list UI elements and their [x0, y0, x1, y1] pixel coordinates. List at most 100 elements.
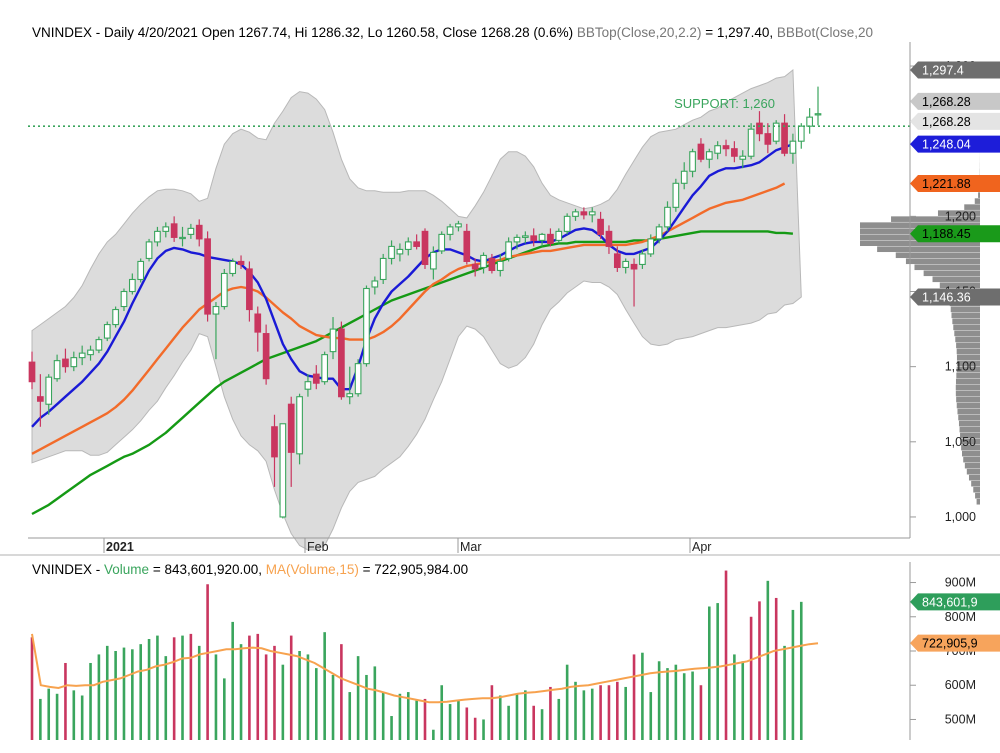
candle-body — [195, 224, 203, 240]
volume-bar — [607, 685, 611, 740]
candle-body — [538, 233, 546, 241]
candle-body — [128, 278, 136, 293]
candle-body — [521, 235, 529, 238]
candle-body — [254, 313, 262, 333]
candle — [622, 258, 630, 274]
candle-body — [580, 211, 588, 216]
candle-body — [697, 143, 705, 160]
candle — [613, 246, 621, 272]
candle — [430, 246, 437, 280]
candle-body — [814, 113, 822, 116]
candle — [103, 321, 111, 342]
candle — [697, 138, 705, 163]
candle — [480, 252, 487, 274]
profile-bar — [963, 456, 980, 463]
candle-body — [480, 254, 487, 269]
volume-bar — [223, 678, 226, 740]
candle — [87, 345, 94, 361]
candle-body — [271, 426, 278, 458]
candle — [212, 302, 220, 360]
candle-body — [246, 268, 253, 311]
candle — [363, 285, 370, 367]
candle-body — [680, 170, 688, 184]
volume-bar — [248, 635, 251, 740]
profile-bar — [971, 480, 980, 487]
candle — [179, 226, 186, 247]
candle-body — [547, 233, 554, 244]
profile-bar — [956, 396, 980, 403]
volume-bar — [557, 698, 561, 740]
volume-bar — [231, 621, 234, 740]
candle — [772, 120, 780, 145]
candle-body — [664, 206, 671, 228]
x-tick-label: Apr — [692, 540, 711, 554]
volume-bar — [281, 664, 285, 740]
volume-header-value: = 843,601,920.00, — [153, 562, 266, 577]
candle — [279, 423, 287, 519]
volume-header: VNINDEX - Volume = 843,601,920.00, MA(Vo… — [32, 562, 468, 577]
profile-bar — [956, 366, 980, 373]
candle — [580, 207, 588, 220]
profile-bar — [955, 390, 980, 397]
candle-body — [446, 226, 454, 235]
value-badge-text: 1,188.45 — [922, 227, 971, 241]
price-badges: 1,297.4 1,268.28 1,268.28 1,248.04 1,221.88 1… — [910, 61, 1000, 306]
candle — [446, 223, 454, 241]
volume-bar — [197, 645, 201, 740]
candle — [379, 253, 387, 284]
candlesticks — [28, 86, 822, 519]
candle-body — [430, 251, 437, 270]
candle-body — [563, 215, 571, 232]
value-badge-text: 1,268.28 — [922, 95, 971, 109]
candle — [229, 258, 237, 277]
candle-body — [438, 233, 446, 252]
volume-bar — [156, 635, 159, 740]
candle-body — [597, 218, 604, 235]
volume-bar — [624, 686, 627, 740]
candle — [346, 366, 354, 405]
value-badge: 1,188.45 — [910, 225, 1000, 243]
volume-bar — [632, 654, 636, 740]
candle-body — [471, 263, 479, 270]
volume-bar — [724, 570, 728, 740]
volume-bar — [733, 654, 736, 740]
volume-bar — [707, 606, 711, 740]
candle-body — [179, 236, 186, 240]
candle — [647, 234, 655, 257]
candle-body — [346, 393, 354, 398]
profile-bar — [960, 438, 980, 445]
volume-bar — [55, 693, 59, 740]
volume-bar — [122, 647, 126, 740]
candle — [555, 228, 563, 244]
candle-body — [413, 241, 420, 247]
candle — [731, 141, 738, 163]
volume-header-ma-label: MA(Volume,15) — [266, 562, 359, 577]
profile-bar — [905, 258, 980, 265]
value-badge-shape — [910, 112, 1000, 130]
candle-body — [555, 230, 563, 241]
volume-bar — [381, 692, 385, 740]
volume-header-label: Volume — [104, 562, 149, 577]
candle — [187, 223, 195, 239]
volume-bar — [105, 645, 109, 740]
volume-bar — [256, 633, 260, 740]
candle-body — [705, 151, 713, 160]
value-badge-text: 1,221.88 — [922, 177, 971, 191]
profile-bar — [956, 372, 980, 379]
candle — [262, 324, 270, 385]
candle-body — [421, 230, 429, 265]
profile-bar — [968, 474, 980, 481]
volume-bar — [131, 649, 134, 740]
volume-tick-label: 900M — [945, 576, 976, 590]
profile-bar — [952, 318, 980, 325]
profile-bar — [891, 216, 980, 222]
volume-bars — [30, 570, 803, 740]
profile-bar — [958, 414, 980, 421]
candle — [128, 273, 136, 295]
profile-bar — [973, 486, 980, 493]
profile-bar — [955, 384, 980, 391]
volume-bar — [80, 695, 84, 740]
candle — [45, 374, 53, 415]
volume-bar — [331, 674, 335, 740]
volume-bar — [482, 719, 485, 740]
